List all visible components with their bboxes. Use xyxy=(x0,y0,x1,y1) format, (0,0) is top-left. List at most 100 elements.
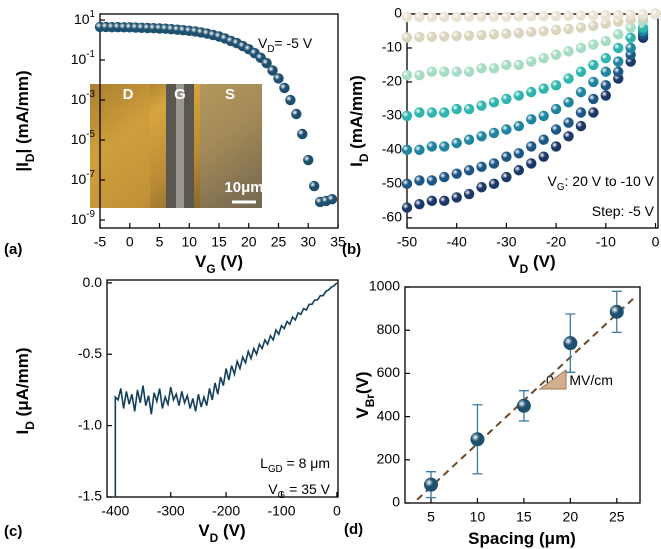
annotation-part: : 20 V to -10 V xyxy=(565,173,655,189)
data-point xyxy=(501,151,512,162)
data-point xyxy=(600,35,612,47)
data-point xyxy=(550,124,562,135)
data-point xyxy=(613,9,624,21)
inset-label: G xyxy=(174,86,186,103)
y-tick-label: 10-7 xyxy=(71,169,95,187)
tick-label-base: 10 xyxy=(71,211,87,227)
data-point xyxy=(526,26,537,38)
data-point xyxy=(476,100,487,111)
y-tick-label: 0.0 xyxy=(83,274,103,290)
annotation-part: V xyxy=(548,173,558,189)
data-point xyxy=(476,161,487,173)
data-point xyxy=(426,66,438,77)
y-tick-label: -50 xyxy=(382,175,402,191)
data-point xyxy=(488,29,500,40)
y-axis-label: ID (mA/mm) xyxy=(347,75,371,167)
data-point xyxy=(451,66,462,77)
data-point xyxy=(575,66,587,77)
data-point xyxy=(625,42,636,54)
x-tick-label: 20 xyxy=(241,234,257,250)
data-point xyxy=(476,131,487,142)
tick-label-base: 10 xyxy=(71,171,87,187)
x-axis-label: VG (V) xyxy=(195,252,243,276)
data-point xyxy=(588,59,599,71)
x-tick-label: 20 xyxy=(563,509,579,525)
x-axis-label-part: Spacing (μm) xyxy=(468,529,576,548)
y-tick-label: 101 xyxy=(74,9,95,27)
annotation-part: Step: -5 V xyxy=(592,203,655,219)
data-point xyxy=(401,110,413,122)
data-point xyxy=(513,165,525,176)
x-tick-label: -5 xyxy=(94,234,107,250)
data-point xyxy=(426,11,438,23)
annotation: VD= -5 V xyxy=(258,35,313,55)
y-tick-label: -1.0 xyxy=(78,416,102,432)
data-point xyxy=(563,23,574,35)
data-point xyxy=(588,10,599,21)
x-tick-label: 35 xyxy=(330,234,346,250)
y-tick-label: 10-3 xyxy=(71,89,96,107)
data-point xyxy=(401,178,413,190)
x-tick-label: -30 xyxy=(496,234,516,250)
data-point xyxy=(463,103,475,115)
y-tick-label: -0.5 xyxy=(78,345,102,361)
data-point xyxy=(550,24,562,36)
data-point xyxy=(563,97,574,108)
y-tick-label: 800 xyxy=(377,321,401,337)
y-tick-label: -1.5 xyxy=(78,488,102,504)
y-tick-label: 0 xyxy=(394,5,402,21)
annotation-part: = 35 V xyxy=(285,481,330,497)
data-point xyxy=(401,11,413,23)
x-tick-label: -50 xyxy=(397,234,417,250)
data-point xyxy=(476,11,487,22)
data-point xyxy=(575,22,587,33)
data-point xyxy=(513,27,525,39)
panel-label: (d) xyxy=(344,521,363,538)
data-point xyxy=(600,18,612,30)
data-point xyxy=(261,57,272,69)
tick-label-base: 10 xyxy=(71,91,87,107)
x-tick-label: 25 xyxy=(271,234,287,250)
data-point xyxy=(476,29,487,41)
data-point xyxy=(516,398,531,413)
data-point xyxy=(279,82,290,94)
data-point xyxy=(526,114,537,125)
data-point xyxy=(513,90,525,101)
tick-label-base: -1.0 xyxy=(78,416,102,432)
data-point xyxy=(575,10,587,21)
y-axis-label-part: D xyxy=(23,153,37,162)
annotation-part: V xyxy=(258,35,268,51)
gate-metal xyxy=(176,84,184,208)
data-point xyxy=(600,90,612,101)
y-axis-label-part: Br xyxy=(363,394,377,408)
data-point xyxy=(267,65,278,76)
data-point xyxy=(488,11,500,22)
data-point xyxy=(588,93,599,105)
y-tick-label: -30 xyxy=(382,107,402,123)
annotation-part: D xyxy=(267,44,274,55)
y-axis-label-part: I xyxy=(13,430,32,435)
data-point xyxy=(600,10,612,21)
data-point xyxy=(451,192,462,203)
panel-label: (a) xyxy=(4,241,22,258)
data-point xyxy=(625,32,636,43)
x-tick-label: 10 xyxy=(470,509,486,525)
data-point xyxy=(575,86,587,98)
data-point xyxy=(439,195,450,207)
inset-label: 10μm xyxy=(224,179,263,196)
data-point xyxy=(439,66,450,77)
y-axis-label-part: | (mA/mm) xyxy=(13,70,32,153)
data-point xyxy=(463,134,475,145)
data-point xyxy=(285,94,296,106)
x-tick-label: 15 xyxy=(211,234,227,250)
x-tick-label: 30 xyxy=(300,234,316,250)
data-point xyxy=(625,22,636,33)
data-point xyxy=(550,80,562,91)
data-point xyxy=(414,144,425,156)
x-axis-label-part: G xyxy=(206,262,215,276)
x-tick-label: 0 xyxy=(333,503,341,519)
data-point xyxy=(439,107,450,118)
panel-label: (c) xyxy=(4,523,22,540)
data-point xyxy=(463,165,475,176)
